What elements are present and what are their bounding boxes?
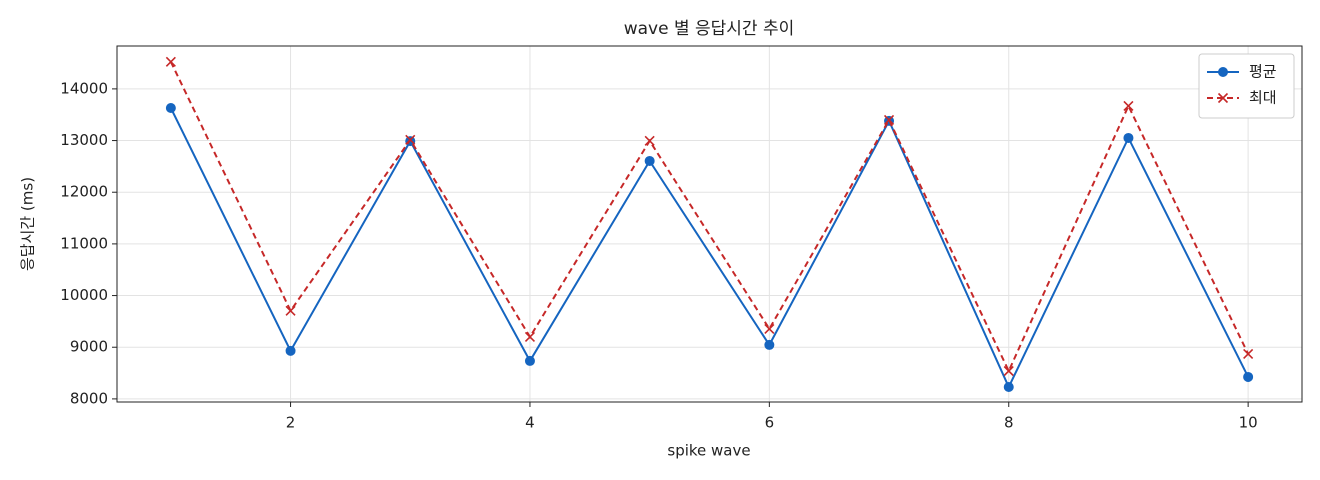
point <box>1003 365 1014 377</box>
y-tick-label: 10000 <box>60 286 108 304</box>
line <box>169 107 1250 390</box>
x-tick-label: 4 <box>525 414 535 432</box>
x-tick-label: 6 <box>765 414 775 432</box>
point <box>165 56 176 67</box>
point <box>644 135 655 146</box>
point <box>1003 382 1014 393</box>
plot-frame <box>116 45 1303 403</box>
point <box>524 355 535 366</box>
legend-frame <box>1198 53 1295 119</box>
y-tick-label: 8000 <box>70 389 108 407</box>
y-tick-label: 12000 <box>60 183 108 201</box>
x-tick-label: 8 <box>1004 414 1014 432</box>
point <box>285 345 296 356</box>
line <box>169 61 1250 374</box>
legend-label: 최대 <box>1249 89 1277 107</box>
point <box>165 103 176 114</box>
point <box>1123 100 1134 112</box>
x-tick-label: 10 <box>1239 414 1258 432</box>
legend-label: 평균 <box>1249 63 1277 81</box>
legend-marker <box>1217 92 1229 104</box>
point <box>644 155 655 166</box>
y-tick-label: 13000 <box>60 131 108 149</box>
y-tick-label: 11000 <box>60 234 108 252</box>
point <box>1243 348 1254 360</box>
point <box>764 323 775 334</box>
point <box>764 339 775 350</box>
chart-title: wave 별 응답시간 추이 <box>624 19 795 39</box>
point <box>524 331 536 342</box>
y-axis-label: 응답시간 (ms) <box>19 177 37 271</box>
y-tick-label: 14000 <box>60 79 108 97</box>
point <box>285 305 296 316</box>
y-tick-label: 9000 <box>70 338 108 356</box>
x-tick-label: 2 <box>286 414 296 432</box>
x-axis-label: spike wave <box>667 442 750 460</box>
point <box>1243 371 1254 382</box>
point <box>1123 132 1134 143</box>
point <box>883 114 895 125</box>
point <box>405 134 416 145</box>
legend-marker <box>1218 67 1228 77</box>
